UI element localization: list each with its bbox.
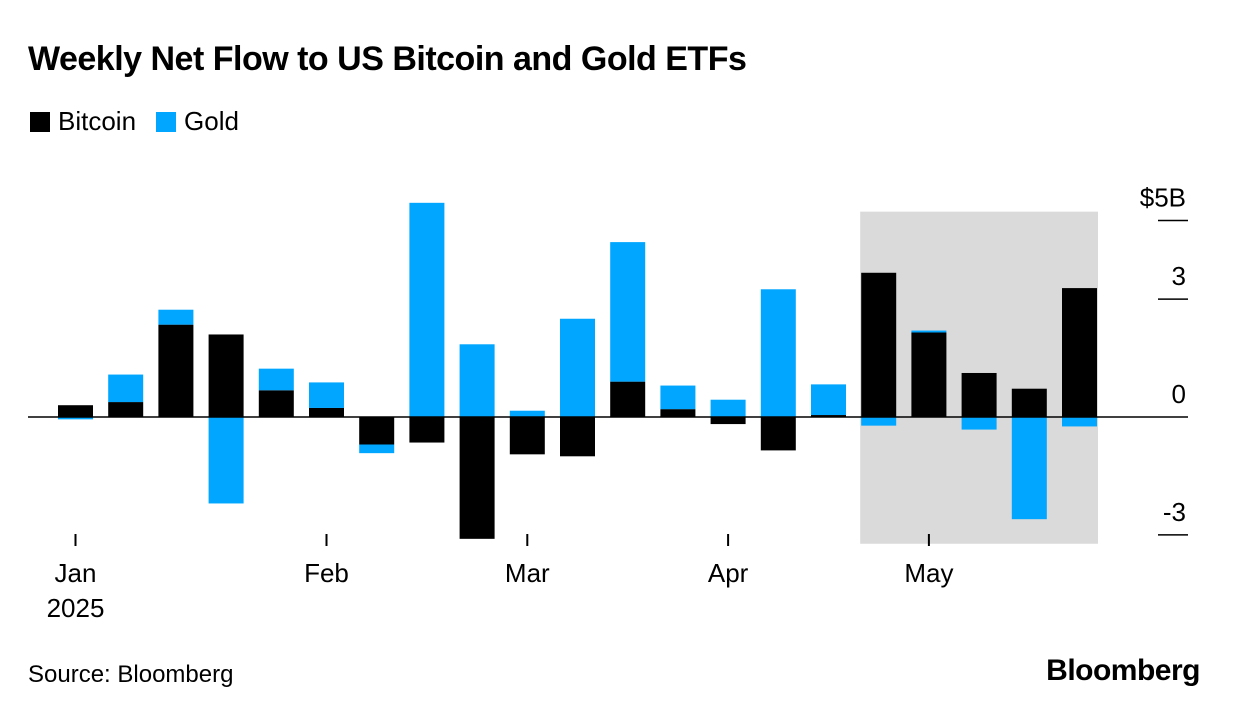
bar-gold-15 bbox=[811, 384, 846, 416]
legend-label-gold: Gold bbox=[184, 106, 239, 136]
bar-bitcoin-1 bbox=[108, 402, 144, 417]
bar-gold-11 bbox=[610, 242, 646, 382]
x-tick-label-1: Feb bbox=[304, 558, 349, 588]
bar-bitcoin-12 bbox=[660, 409, 696, 417]
bar-gold-3 bbox=[208, 417, 244, 504]
bar-gold-2 bbox=[158, 309, 194, 325]
source-note: Source: Bloomberg bbox=[28, 661, 234, 688]
bar-gold-20 bbox=[1062, 417, 1097, 427]
bar-gold-16 bbox=[861, 417, 897, 426]
bar-gold-5 bbox=[309, 382, 344, 408]
bar-bitcoin-2 bbox=[158, 324, 194, 417]
bar-bitcoin-14 bbox=[760, 417, 796, 451]
bar-bitcoin-15 bbox=[811, 415, 846, 417]
x-tick-sublabel-0: 2025 bbox=[47, 593, 105, 623]
bar-gold-10 bbox=[560, 318, 595, 417]
bar-bitcoin-20 bbox=[1062, 288, 1097, 417]
bar-gold-12 bbox=[660, 385, 696, 410]
bar-gold-13 bbox=[710, 399, 746, 417]
y-tick-label-1: 3 bbox=[1172, 261, 1186, 291]
bloomberg-logo: Bloomberg bbox=[1046, 654, 1200, 687]
bar-gold-7 bbox=[409, 202, 445, 417]
bar-bitcoin-18 bbox=[961, 372, 997, 417]
y-tick-label-3: -3 bbox=[1163, 497, 1186, 527]
bar-bitcoin-6 bbox=[359, 417, 395, 445]
y-tick-label-2: 0 bbox=[1172, 379, 1186, 409]
x-tick-label-3: Apr bbox=[708, 558, 749, 588]
bar-gold-1 bbox=[108, 374, 144, 403]
bar-gold-9 bbox=[509, 410, 545, 417]
bar-bitcoin-8 bbox=[459, 417, 495, 539]
bar-gold-18 bbox=[961, 417, 997, 430]
bar-bitcoin-10 bbox=[560, 417, 595, 457]
bar-gold-19 bbox=[1011, 417, 1047, 520]
x-tick-label-4: May bbox=[904, 558, 953, 588]
chart-plot: $5B 3 0 -3 Jan 2025 Feb Mar Apr May bbox=[28, 183, 1188, 623]
x-tick-label-0: Jan bbox=[55, 558, 97, 588]
bar-bitcoin-7 bbox=[409, 417, 445, 443]
bar-bitcoin-11 bbox=[610, 381, 646, 417]
bar-gold-8 bbox=[459, 344, 495, 417]
bar-bitcoin-16 bbox=[861, 272, 897, 417]
y-tick-label-0: $5B bbox=[1140, 183, 1186, 213]
legend-item-bitcoin: Bitcoin bbox=[30, 106, 136, 137]
legend-swatch-bitcoin bbox=[30, 111, 50, 132]
bar-bitcoin-17 bbox=[911, 332, 947, 417]
bar-bitcoin-9 bbox=[509, 417, 545, 455]
legend: Bitcoin Gold bbox=[30, 106, 259, 137]
bar-bitcoin-3 bbox=[208, 334, 244, 417]
x-tick-label-2: Mar bbox=[505, 558, 550, 588]
bar-bitcoin-19 bbox=[1011, 388, 1047, 417]
legend-swatch-gold bbox=[156, 111, 177, 132]
bar-gold-17 bbox=[911, 330, 947, 333]
bar-bitcoin-4 bbox=[258, 390, 294, 417]
bar-bitcoin-13 bbox=[710, 417, 746, 425]
bar-bitcoin-0 bbox=[58, 405, 93, 417]
chart-title: Weekly Net Flow to US Bitcoin and Gold E… bbox=[28, 40, 747, 78]
bar-bitcoin-5 bbox=[309, 407, 344, 417]
bar-gold-6 bbox=[359, 444, 395, 454]
legend-label-bitcoin: Bitcoin bbox=[58, 106, 137, 136]
bar-gold-4 bbox=[258, 368, 294, 391]
legend-item-gold: Gold bbox=[156, 106, 239, 137]
bar-gold-0 bbox=[58, 417, 93, 420]
bar-gold-14 bbox=[760, 289, 796, 417]
